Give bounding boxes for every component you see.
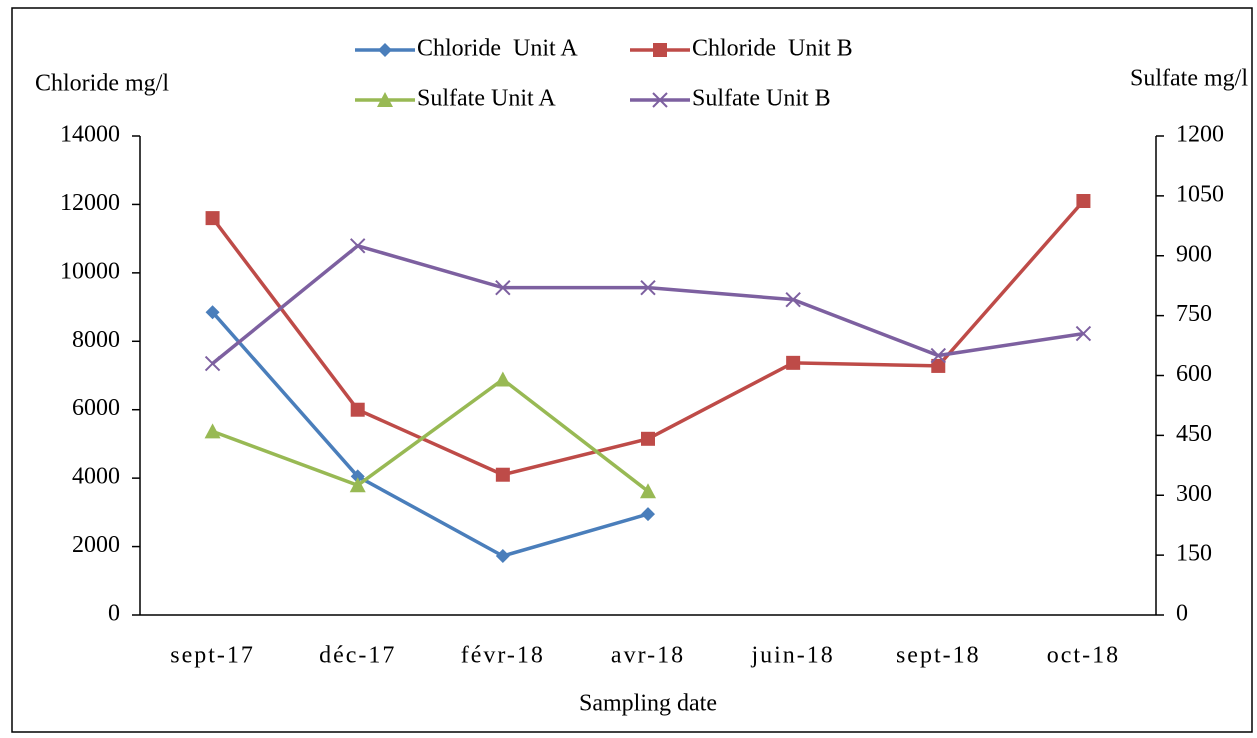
legend-marker bbox=[652, 92, 668, 108]
legend-marker bbox=[378, 43, 392, 57]
data-point bbox=[1075, 325, 1092, 342]
data-point bbox=[495, 467, 510, 482]
y-tick-label: 6000 bbox=[72, 395, 120, 421]
legend-label: Sulfate Unit A bbox=[417, 86, 556, 112]
x-tick-label: avr-18 bbox=[611, 643, 685, 669]
y-tick-label: 2000 bbox=[72, 532, 120, 558]
chart-border bbox=[11, 7, 1253, 733]
data-point bbox=[349, 477, 366, 493]
y2-tick-label: 450 bbox=[1176, 421, 1212, 447]
y2-tick-label: 1050 bbox=[1176, 181, 1224, 207]
y-tick-label: 0 bbox=[108, 601, 120, 627]
y2-tick-label: 750 bbox=[1176, 301, 1212, 327]
x-tick-label: oct-18 bbox=[1047, 643, 1120, 669]
y-tick-label: 14000 bbox=[60, 122, 120, 148]
y-tick-label: 4000 bbox=[72, 464, 120, 490]
y-tick-label: 8000 bbox=[72, 327, 120, 353]
data-point bbox=[641, 507, 655, 522]
series-line bbox=[211, 311, 649, 558]
data-point bbox=[930, 347, 946, 364]
series-line bbox=[211, 377, 650, 493]
legend-label: Sulfate Unit B bbox=[692, 86, 831, 112]
y-tick-label: 10000 bbox=[60, 258, 120, 284]
legend-marker bbox=[653, 43, 667, 57]
data-point bbox=[495, 279, 511, 296]
data-point bbox=[640, 483, 656, 499]
y2-tick-label: 1200 bbox=[1176, 122, 1224, 148]
legend-label: Chloride Unit B bbox=[692, 36, 853, 62]
data-point bbox=[785, 291, 801, 308]
data-point bbox=[786, 355, 801, 370]
y2-tick-label: 900 bbox=[1176, 241, 1212, 267]
data-point bbox=[350, 402, 365, 417]
data-point bbox=[205, 305, 220, 320]
x-axis-label: Sampling date bbox=[579, 691, 717, 717]
y-axis-label: Chloride mg/l bbox=[35, 71, 169, 97]
y-tick-label: 12000 bbox=[60, 190, 120, 216]
x-tick-label: déc-17 bbox=[319, 643, 396, 669]
data-point bbox=[205, 211, 220, 226]
y2-axis-label: Sulfate mg/l bbox=[1130, 66, 1248, 92]
data-point bbox=[204, 423, 221, 439]
data-point bbox=[931, 358, 946, 373]
data-point bbox=[350, 469, 365, 484]
y2-tick-label: 600 bbox=[1176, 361, 1212, 387]
y2-tick-label: 150 bbox=[1176, 541, 1212, 567]
data-point bbox=[1076, 194, 1091, 209]
x-tick-label: juin-18 bbox=[750, 643, 834, 669]
x-tick-label: sept-17 bbox=[170, 643, 255, 669]
y2-tick-label: 0 bbox=[1176, 601, 1188, 627]
data-point bbox=[641, 431, 655, 446]
data-point bbox=[495, 548, 510, 563]
data-point bbox=[640, 279, 656, 296]
x-tick-label: févr-18 bbox=[461, 643, 545, 669]
data-point bbox=[494, 371, 511, 387]
legend-marker bbox=[377, 92, 393, 107]
data-point bbox=[204, 355, 221, 372]
x-tick-label: sept-18 bbox=[896, 643, 981, 669]
legend-label: Chloride Unit A bbox=[417, 36, 578, 62]
y2-tick-label: 300 bbox=[1176, 481, 1212, 507]
data-point bbox=[350, 238, 366, 254]
